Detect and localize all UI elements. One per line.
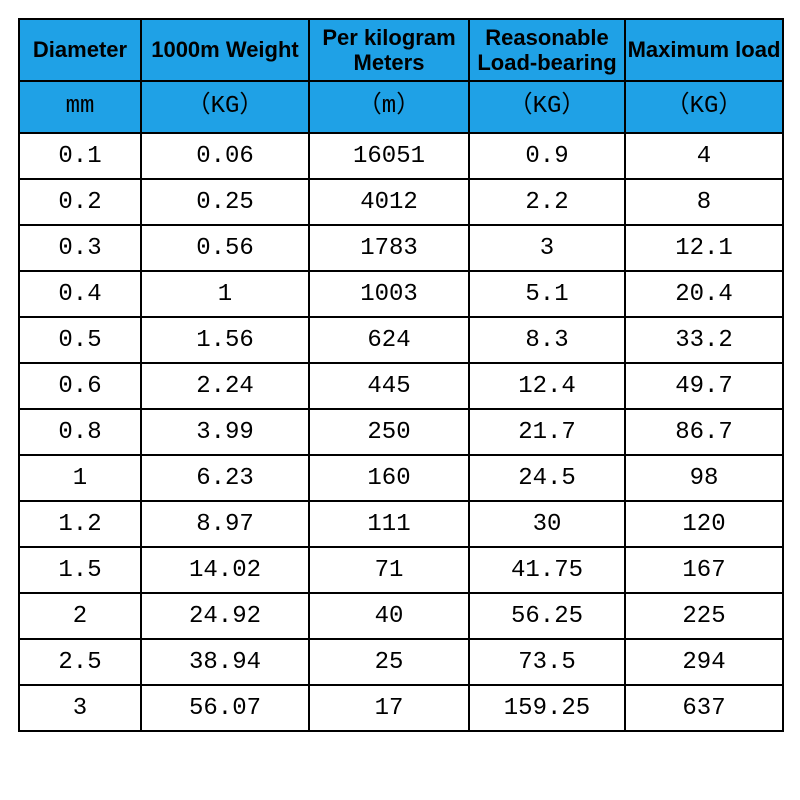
table-row: 0.62.2444512.449.7 (19, 363, 783, 409)
table-row: 0.10.06160510.94 (19, 133, 783, 179)
table-cell: 73.5 (469, 639, 625, 685)
table-container: Diameter 1000m Weight Per kilogramMeters… (0, 0, 800, 750)
table-cell: 225 (625, 593, 783, 639)
table-row: 0.83.9925021.786.7 (19, 409, 783, 455)
table-cell: 0.56 (141, 225, 309, 271)
table-cell: 17 (309, 685, 469, 731)
unit-row: mm （KG） （m） （KG） （KG） (19, 81, 783, 133)
table-row: 0.51.566248.333.2 (19, 317, 783, 363)
table-cell: 8 (625, 179, 783, 225)
table-cell: 40 (309, 593, 469, 639)
table-row: 224.924056.25225 (19, 593, 783, 639)
table-cell: 21.7 (469, 409, 625, 455)
col-header-diameter: Diameter (19, 19, 141, 81)
table-cell: 2.5 (19, 639, 141, 685)
table-cell: 3 (469, 225, 625, 271)
table-cell: 25 (309, 639, 469, 685)
table-cell: 0.4 (19, 271, 141, 317)
table-row: 1.514.027141.75167 (19, 547, 783, 593)
table-cell: 637 (625, 685, 783, 731)
col-header-max-load: Maximum load (625, 19, 783, 81)
table-cell: 1.5 (19, 547, 141, 593)
unit-per-kg-m: （m） (309, 81, 469, 133)
table-cell: 294 (625, 639, 783, 685)
table-cell: 56.25 (469, 593, 625, 639)
table-cell: 111 (309, 501, 469, 547)
table-cell: 0.3 (19, 225, 141, 271)
table-cell: 2.2 (469, 179, 625, 225)
table-cell: 0.25 (141, 179, 309, 225)
table-cell: 167 (625, 547, 783, 593)
table-cell: 8.3 (469, 317, 625, 363)
table-cell: 71 (309, 547, 469, 593)
col-header-reasonable: ReasonableLoad-bearing (469, 19, 625, 81)
table-row: 1.28.9711130120 (19, 501, 783, 547)
table-cell: 24.5 (469, 455, 625, 501)
table-cell: 2.24 (141, 363, 309, 409)
table-cell: 20.4 (625, 271, 783, 317)
table-cell: 24.92 (141, 593, 309, 639)
table-cell: 86.7 (625, 409, 783, 455)
table-row: 356.0717159.25637 (19, 685, 783, 731)
table-cell: 120 (625, 501, 783, 547)
table-row: 0.4110035.120.4 (19, 271, 783, 317)
table-cell: 0.8 (19, 409, 141, 455)
table-cell: 0.06 (141, 133, 309, 179)
table-row: 2.538.942573.5294 (19, 639, 783, 685)
table-cell: 0.2 (19, 179, 141, 225)
col-header-per-kg-m: Per kilogramMeters (309, 19, 469, 81)
unit-diameter: mm (19, 81, 141, 133)
unit-1000m-weight: （KG） (141, 81, 309, 133)
table-cell: 56.07 (141, 685, 309, 731)
table-row: 0.20.2540122.28 (19, 179, 783, 225)
table-cell: 4012 (309, 179, 469, 225)
table-cell: 98 (625, 455, 783, 501)
table-cell: 624 (309, 317, 469, 363)
table-cell: 12.4 (469, 363, 625, 409)
table-cell: 2 (19, 593, 141, 639)
table-cell: 49.7 (625, 363, 783, 409)
table-cell: 16051 (309, 133, 469, 179)
table-cell: 445 (309, 363, 469, 409)
table-head: Diameter 1000m Weight Per kilogramMeters… (19, 19, 783, 133)
spec-table: Diameter 1000m Weight Per kilogramMeters… (18, 18, 784, 732)
table-cell: 250 (309, 409, 469, 455)
header-row: Diameter 1000m Weight Per kilogramMeters… (19, 19, 783, 81)
table-row: 16.2316024.598 (19, 455, 783, 501)
table-cell: 12.1 (625, 225, 783, 271)
table-cell: 1.2 (19, 501, 141, 547)
table-cell: 1 (19, 455, 141, 501)
table-cell: 6.23 (141, 455, 309, 501)
table-cell: 38.94 (141, 639, 309, 685)
table-cell: 0.9 (469, 133, 625, 179)
table-cell: 1 (141, 271, 309, 317)
table-cell: 1003 (309, 271, 469, 317)
table-row: 0.30.561783312.1 (19, 225, 783, 271)
table-cell: 33.2 (625, 317, 783, 363)
table-cell: 3 (19, 685, 141, 731)
table-cell: 30 (469, 501, 625, 547)
table-cell: 1.56 (141, 317, 309, 363)
table-cell: 0.5 (19, 317, 141, 363)
table-cell: 1783 (309, 225, 469, 271)
table-cell: 4 (625, 133, 783, 179)
table-body: 0.10.06160510.940.20.2540122.280.30.5617… (19, 133, 783, 731)
table-cell: 41.75 (469, 547, 625, 593)
col-header-1000m-weight: 1000m Weight (141, 19, 309, 81)
unit-max-load: （KG） (625, 81, 783, 133)
table-cell: 5.1 (469, 271, 625, 317)
table-cell: 160 (309, 455, 469, 501)
unit-reasonable: （KG） (469, 81, 625, 133)
table-cell: 159.25 (469, 685, 625, 731)
table-cell: 0.6 (19, 363, 141, 409)
table-cell: 14.02 (141, 547, 309, 593)
table-cell: 0.1 (19, 133, 141, 179)
table-cell: 3.99 (141, 409, 309, 455)
table-cell: 8.97 (141, 501, 309, 547)
